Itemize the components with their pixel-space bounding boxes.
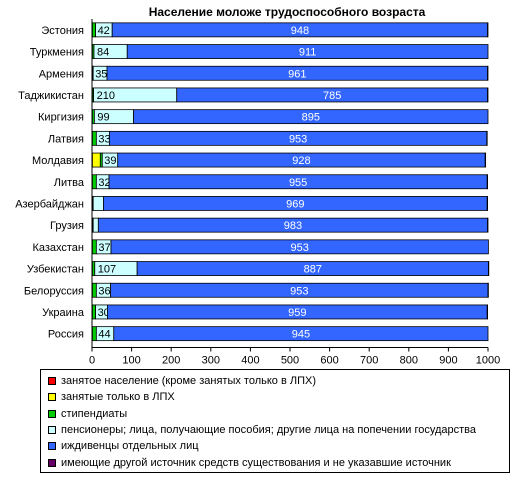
data-label: 969 <box>286 198 304 210</box>
category-label: Украина <box>42 307 85 319</box>
legend-label: имеющие другой источник средств существо… <box>61 456 451 469</box>
x-tick-label: 300 <box>202 355 220 367</box>
x-tick-label: 800 <box>400 355 418 367</box>
data-label: 39 <box>104 155 116 167</box>
data-label: 99 <box>97 112 109 124</box>
bar-segment-молдавия-s1 <box>91 152 101 168</box>
data-label: 35 <box>95 68 107 80</box>
x-tick-label: 600 <box>320 355 338 367</box>
legend: занятое население (кроме занятых только … <box>40 369 510 473</box>
x-axis: 0 100 200 300 400 500 600 700 800 900 1000 <box>89 19 500 367</box>
category-label: Молдавия <box>32 155 84 167</box>
category-label: Грузия <box>50 220 84 232</box>
data-label: 30 <box>98 307 110 319</box>
legend-label: стипендиаты <box>61 407 128 420</box>
bar-segment-грузия-s3 <box>92 217 99 233</box>
data-label: 42 <box>98 25 110 37</box>
category-label: Латвия <box>48 133 84 145</box>
data-label: 948 <box>291 25 309 37</box>
data-label: 107 <box>98 264 116 276</box>
bar-segment-украина-s2 <box>91 304 96 320</box>
data-label: 928 <box>292 155 310 167</box>
data-label: 945 <box>292 329 310 341</box>
bar-segment-белоруссия-s2 <box>91 282 97 298</box>
x-tick-label: 400 <box>241 355 259 367</box>
legend-swatch <box>48 377 56 385</box>
category-labels: Эстония Туркмения Армения Таджикистан Киргиз… <box>15 25 85 341</box>
data-label: 955 <box>289 177 307 189</box>
data-label: 785 <box>323 90 341 102</box>
legend-item: занятые только в ЛПХ <box>48 389 175 405</box>
legend-swatch <box>48 458 56 467</box>
bar-segment-россия-s2 <box>91 326 97 342</box>
x-tick-label: 900 <box>439 355 457 367</box>
category-label: Киргизия <box>38 112 84 124</box>
x-tick-label: 1000 <box>476 355 500 367</box>
x-tick-label: 500 <box>281 355 299 367</box>
bar-segment-эстония-s2 <box>91 22 96 38</box>
bar-segment-казахстан-s4 <box>110 239 489 255</box>
bars-layer: 42 948 84 911 35 961 210 785 99 895 33 953 39 928 32 95… <box>91 22 490 342</box>
category-label: Таджикистан <box>18 90 84 102</box>
category-label: Узбекистан <box>27 264 84 276</box>
bar-segment-латвия-s2 <box>91 130 97 146</box>
category-label: Армения <box>39 68 84 80</box>
x-tick-label: 0 <box>89 355 95 367</box>
stacked-bar-chart: Население моложе трудоспособного возраст… <box>15 5 500 367</box>
data-label: 33 <box>98 133 110 145</box>
bar-segment-россия-s4 <box>113 326 489 342</box>
legend-item: иждивенцы отдельных лиц <box>48 438 199 454</box>
category-label: Туркмения <box>30 47 84 59</box>
data-label: 32 <box>98 177 110 189</box>
data-label: 895 <box>302 112 320 124</box>
x-tick-label: 200 <box>162 355 180 367</box>
data-label: 911 <box>299 47 317 59</box>
data-label: 953 <box>289 133 307 145</box>
category-label: Литва <box>54 177 85 189</box>
category-label: Белоруссия <box>24 285 84 297</box>
data-label: 44 <box>98 329 110 341</box>
data-label: 210 <box>97 90 115 102</box>
legend-label: пенсионеры; лица, получающие пособия; др… <box>61 423 477 436</box>
legend-swatch <box>48 442 56 451</box>
legend-swatch <box>48 393 56 402</box>
data-label: 959 <box>288 307 306 319</box>
legend-item: пенсионеры; лица, получающие пособия; др… <box>48 422 476 438</box>
category-label: Эстония <box>41 25 84 37</box>
data-label: 983 <box>284 220 302 232</box>
bar-segment-туркмения-s4 <box>126 44 489 59</box>
chart-title: Население моложе трудоспособного возраст… <box>149 5 426 19</box>
category-label: Россия <box>48 329 84 341</box>
x-tick-label: 100 <box>122 355 140 367</box>
bar-segment-азербайджан-s3 <box>92 196 104 211</box>
bar-segment-киргизия-s4 <box>133 109 489 125</box>
legend-item: занятое население (кроме занятых только … <box>48 373 316 389</box>
data-label: 84 <box>97 47 109 59</box>
legend-label: занятые только в ЛПХ <box>61 391 175 404</box>
data-label: 887 <box>304 264 322 276</box>
data-label: 953 <box>291 242 309 254</box>
data-label: 961 <box>288 68 306 80</box>
data-label: 36 <box>98 285 110 297</box>
legend-label: занятое население (кроме занятых только … <box>61 375 316 387</box>
data-label: 37 <box>98 242 110 254</box>
data-label: 953 <box>290 285 308 297</box>
legend-item: стипендиаты <box>48 406 127 422</box>
category-label: Казахстан <box>32 242 84 254</box>
category-label: Азербайджан <box>15 198 84 210</box>
legend-item: имеющие другой источник средств существо… <box>48 455 451 471</box>
legend-swatch <box>48 409 56 418</box>
legend-swatch <box>48 425 56 434</box>
legend-label: иждивенцы отдельных лиц <box>61 440 199 453</box>
bar-segment-литва-s2 <box>91 174 97 190</box>
bar-segment-казахстан-s2 <box>91 239 97 255</box>
x-tick-label: 700 <box>360 355 378 367</box>
